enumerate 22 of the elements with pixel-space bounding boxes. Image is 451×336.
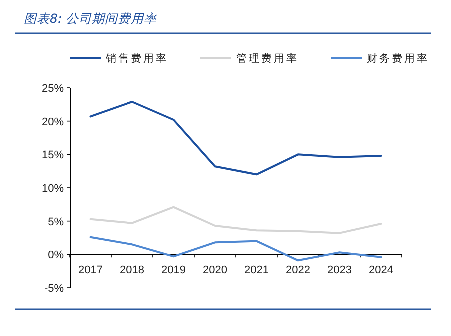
y-tick-label: 10% [42, 183, 64, 195]
y-tick-label: 5% [48, 216, 64, 228]
line-series [90, 236, 382, 262]
x-tick-label: 2023 [328, 264, 352, 277]
x-tick-label: 2017 [78, 264, 103, 277]
x-tick-label: 2021 [244, 264, 269, 277]
y-tick-label: 15% [42, 150, 64, 162]
y-tick-label: 25% [42, 83, 64, 95]
x-tick-label: 2022 [286, 264, 310, 277]
y-tick-label: 0% [48, 250, 64, 262]
legend-label: 销售费用率 [105, 52, 168, 65]
chart-title: 图表8: 公司期间费用率 [24, 11, 158, 26]
y-tick-label: -5% [44, 283, 64, 295]
line-series [90, 101, 382, 176]
x-tick-label: 2020 [203, 264, 228, 277]
x-tick-label: 2018 [120, 264, 144, 277]
y-tick-label: 20% [42, 116, 64, 128]
x-tick-label: 2024 [369, 264, 394, 277]
line-series [90, 206, 382, 234]
legend-label: 财务费用率 [367, 52, 430, 65]
legend-label: 管理费用率 [236, 52, 299, 65]
x-tick-label: 2019 [162, 264, 186, 277]
